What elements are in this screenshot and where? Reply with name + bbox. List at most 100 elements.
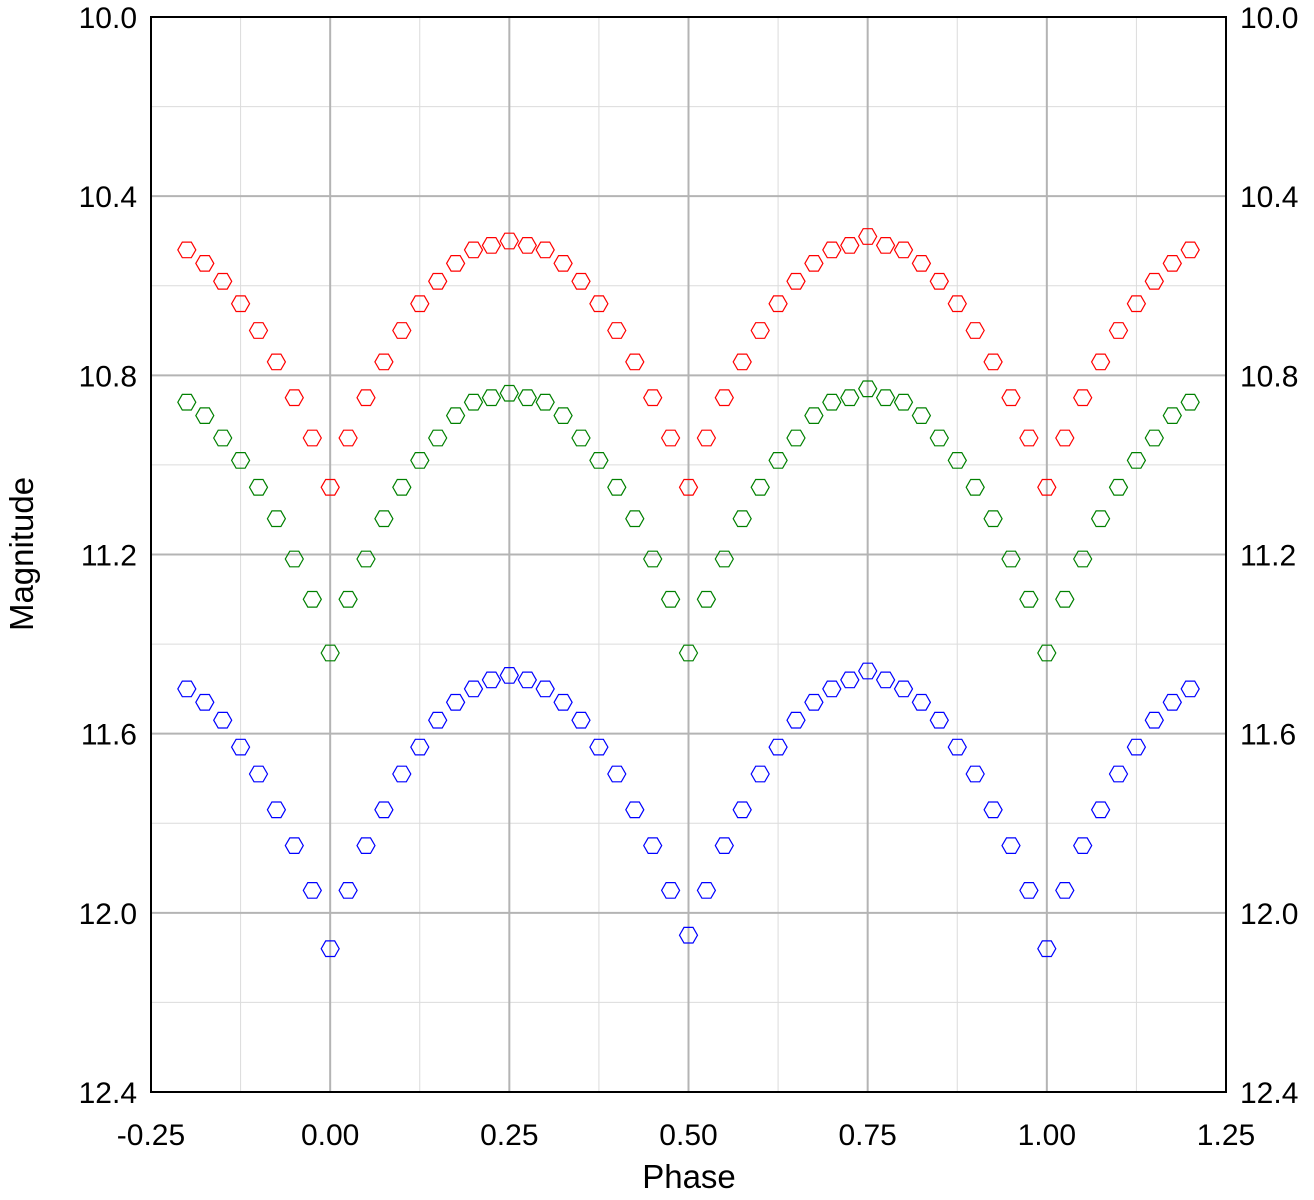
data-point: [965, 765, 985, 783]
x-tick-label: 1.25: [1197, 1119, 1255, 1152]
data-points: [177, 228, 1200, 958]
data-point: [517, 237, 537, 254]
data-point: [804, 407, 824, 424]
data-point: [983, 353, 1003, 371]
data-point: [1073, 550, 1093, 568]
data-point: [1180, 393, 1200, 411]
data-point: [535, 241, 555, 259]
data-point: [1001, 550, 1021, 568]
data-point: [750, 478, 770, 496]
data-point: [248, 765, 269, 783]
data-point: [929, 272, 949, 290]
data-point: [643, 389, 663, 407]
data-point: [517, 389, 537, 407]
y-tick-label-right: 11.6: [1240, 719, 1296, 752]
data-point: [1055, 881, 1075, 899]
data-point: [911, 255, 932, 272]
data-point: [553, 255, 573, 272]
data-point: [786, 711, 806, 729]
data-point: [804, 255, 824, 272]
data-point: [714, 837, 734, 855]
data-point: [177, 393, 197, 411]
data-point: [822, 393, 842, 411]
data-point: [732, 801, 752, 819]
x-tick-label: 0.00: [301, 1119, 359, 1152]
data-point: [392, 765, 412, 783]
data-point: [248, 322, 269, 339]
data-point: [875, 389, 896, 407]
x-axis-label: Phase: [642, 1158, 736, 1195]
data-point: [983, 801, 1003, 819]
data-point: [660, 429, 681, 447]
data-point: [392, 478, 412, 496]
data-point: [1019, 881, 1039, 899]
data-point: [195, 255, 215, 272]
y-tick-label-left: 11.2: [81, 540, 137, 573]
data-point: [875, 237, 896, 254]
data-point: [571, 711, 591, 729]
data-point: [589, 452, 609, 469]
data-point: [750, 765, 770, 783]
data-point: [571, 429, 591, 447]
data-point: [1090, 801, 1111, 819]
data-point: [392, 322, 412, 339]
data-point: [1108, 322, 1129, 339]
data-point: [302, 881, 322, 899]
data-point: [410, 452, 430, 469]
data-point: [840, 237, 860, 254]
data-point: [374, 510, 394, 528]
data-point: [678, 644, 699, 662]
y-tick-label-left: 11.6: [81, 719, 137, 752]
data-point: [1162, 255, 1182, 272]
y-tick-label-left: 12.0: [79, 898, 137, 931]
data-point: [625, 801, 645, 819]
data-point: [338, 590, 358, 608]
data-point: [983, 510, 1003, 528]
data-point: [1073, 389, 1093, 407]
data-point: [1126, 452, 1147, 469]
data-point: [535, 680, 555, 698]
data-point: [230, 738, 251, 756]
data-point: [356, 389, 376, 407]
data-point: [804, 693, 824, 711]
data-point: [410, 295, 430, 313]
data-point: [911, 407, 932, 424]
data-point: [929, 429, 949, 447]
data-point: [1162, 407, 1182, 424]
data-point: [1019, 590, 1039, 608]
data-point: [732, 510, 752, 528]
y-tick-label-right: 12.0: [1240, 898, 1298, 931]
y-tick-labels: 10.0 10.0 10.4 10.4 10.8 10.8 11.2 11.2 11.6 11.6…: [79, 2, 1299, 1110]
data-point: [517, 671, 537, 689]
data-point: [840, 671, 860, 689]
data-point: [768, 295, 788, 313]
series-2: [177, 662, 1200, 958]
data-point: [177, 680, 197, 698]
data-point: [356, 837, 376, 855]
data-point: [678, 926, 699, 944]
data-point: [553, 407, 573, 424]
data-point: [553, 693, 573, 711]
data-point: [195, 693, 215, 711]
data-point: [822, 680, 842, 698]
data-point: [374, 801, 394, 819]
data-point: [302, 429, 322, 447]
data-point: [696, 881, 717, 899]
data-point: [589, 295, 609, 313]
data-point: [1001, 837, 1021, 855]
data-point: [481, 237, 502, 254]
data-point: [714, 389, 734, 407]
data-point: [481, 389, 502, 407]
data-point: [768, 738, 788, 756]
data-point: [1126, 295, 1147, 313]
data-point: [607, 478, 627, 496]
data-point: [947, 738, 967, 756]
data-point: [929, 711, 949, 729]
data-point: [840, 389, 860, 407]
data-point: [625, 353, 645, 371]
data-point: [625, 510, 645, 528]
series-0: [177, 228, 1200, 496]
data-point: [195, 407, 215, 424]
data-point: [248, 478, 269, 496]
data-point: [445, 693, 466, 711]
